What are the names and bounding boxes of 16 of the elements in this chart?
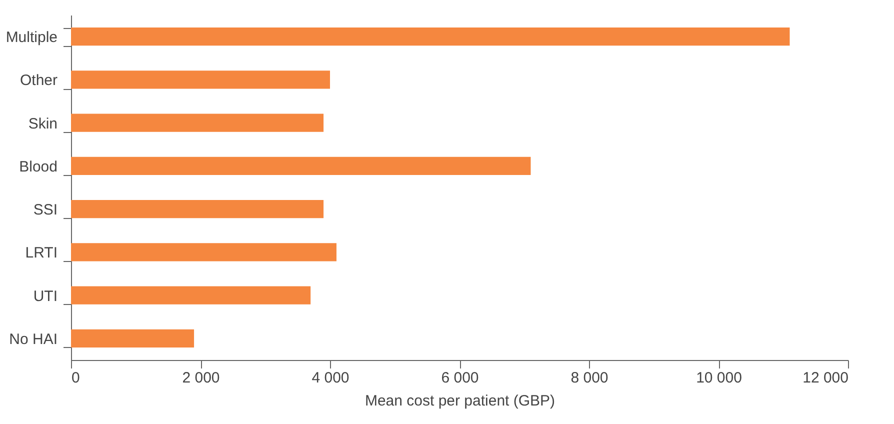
x-axis-title: Mean cost per patient (GBP): [364, 392, 556, 410]
x-tick-label: 4 000: [312, 370, 350, 386]
x-tick-label: 10 000: [696, 370, 742, 386]
x-tick-label: 2 000: [182, 370, 220, 386]
x-tick-label: 12 000: [802, 370, 848, 386]
y-tick-label: Multiple: [6, 29, 58, 46]
x-tick-label: 6 000: [441, 370, 479, 386]
y-tick-label: No HAI: [9, 330, 58, 348]
y-tick-label: Other: [20, 72, 58, 90]
y-tick-label: Skin: [28, 115, 58, 132]
x-tick-label: 0: [72, 370, 80, 386]
x-tick-label: 8 000: [570, 370, 608, 386]
y-tick-label: Blood: [19, 158, 58, 176]
y-tick-label: UTI: [33, 288, 58, 305]
y-tick-label: SSI: [33, 202, 58, 219]
y-tick-label: LRTI: [25, 244, 58, 262]
